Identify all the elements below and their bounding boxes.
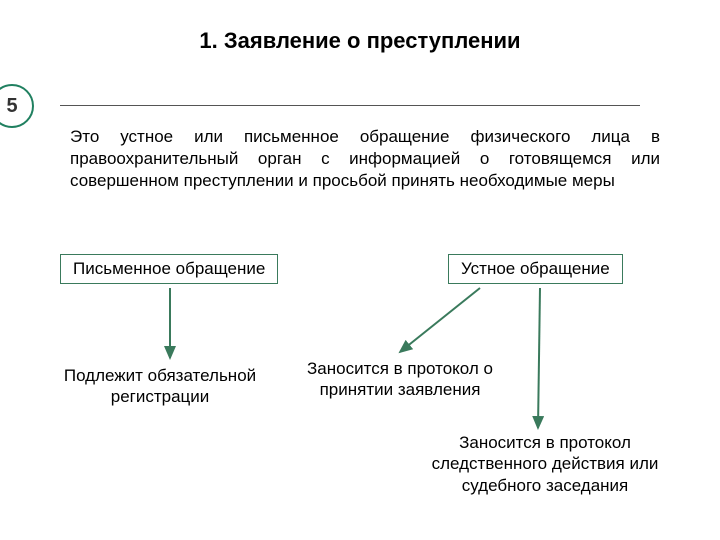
box-written: Письменное обращение <box>60 254 278 284</box>
slide-title: 1. Заявление о преступлении <box>0 28 720 54</box>
slide-number: 5 <box>6 95 17 118</box>
label-protocol1: Заносится в протокол о принятии заявлени… <box>290 358 510 401</box>
slide-number-circle: 5 <box>0 84 34 128</box>
definition-text: Это устное или письменное обращение физи… <box>70 126 660 192</box>
divider <box>60 105 640 106</box>
arrow-2 <box>400 288 480 352</box>
label-registration: Подлежит обязательной регистрации <box>40 365 280 408</box>
label-protocol2: Заносится в протокол следственного дейст… <box>410 432 680 496</box>
box-oral: Устное обращение <box>448 254 623 284</box>
arrow-3 <box>538 288 540 428</box>
